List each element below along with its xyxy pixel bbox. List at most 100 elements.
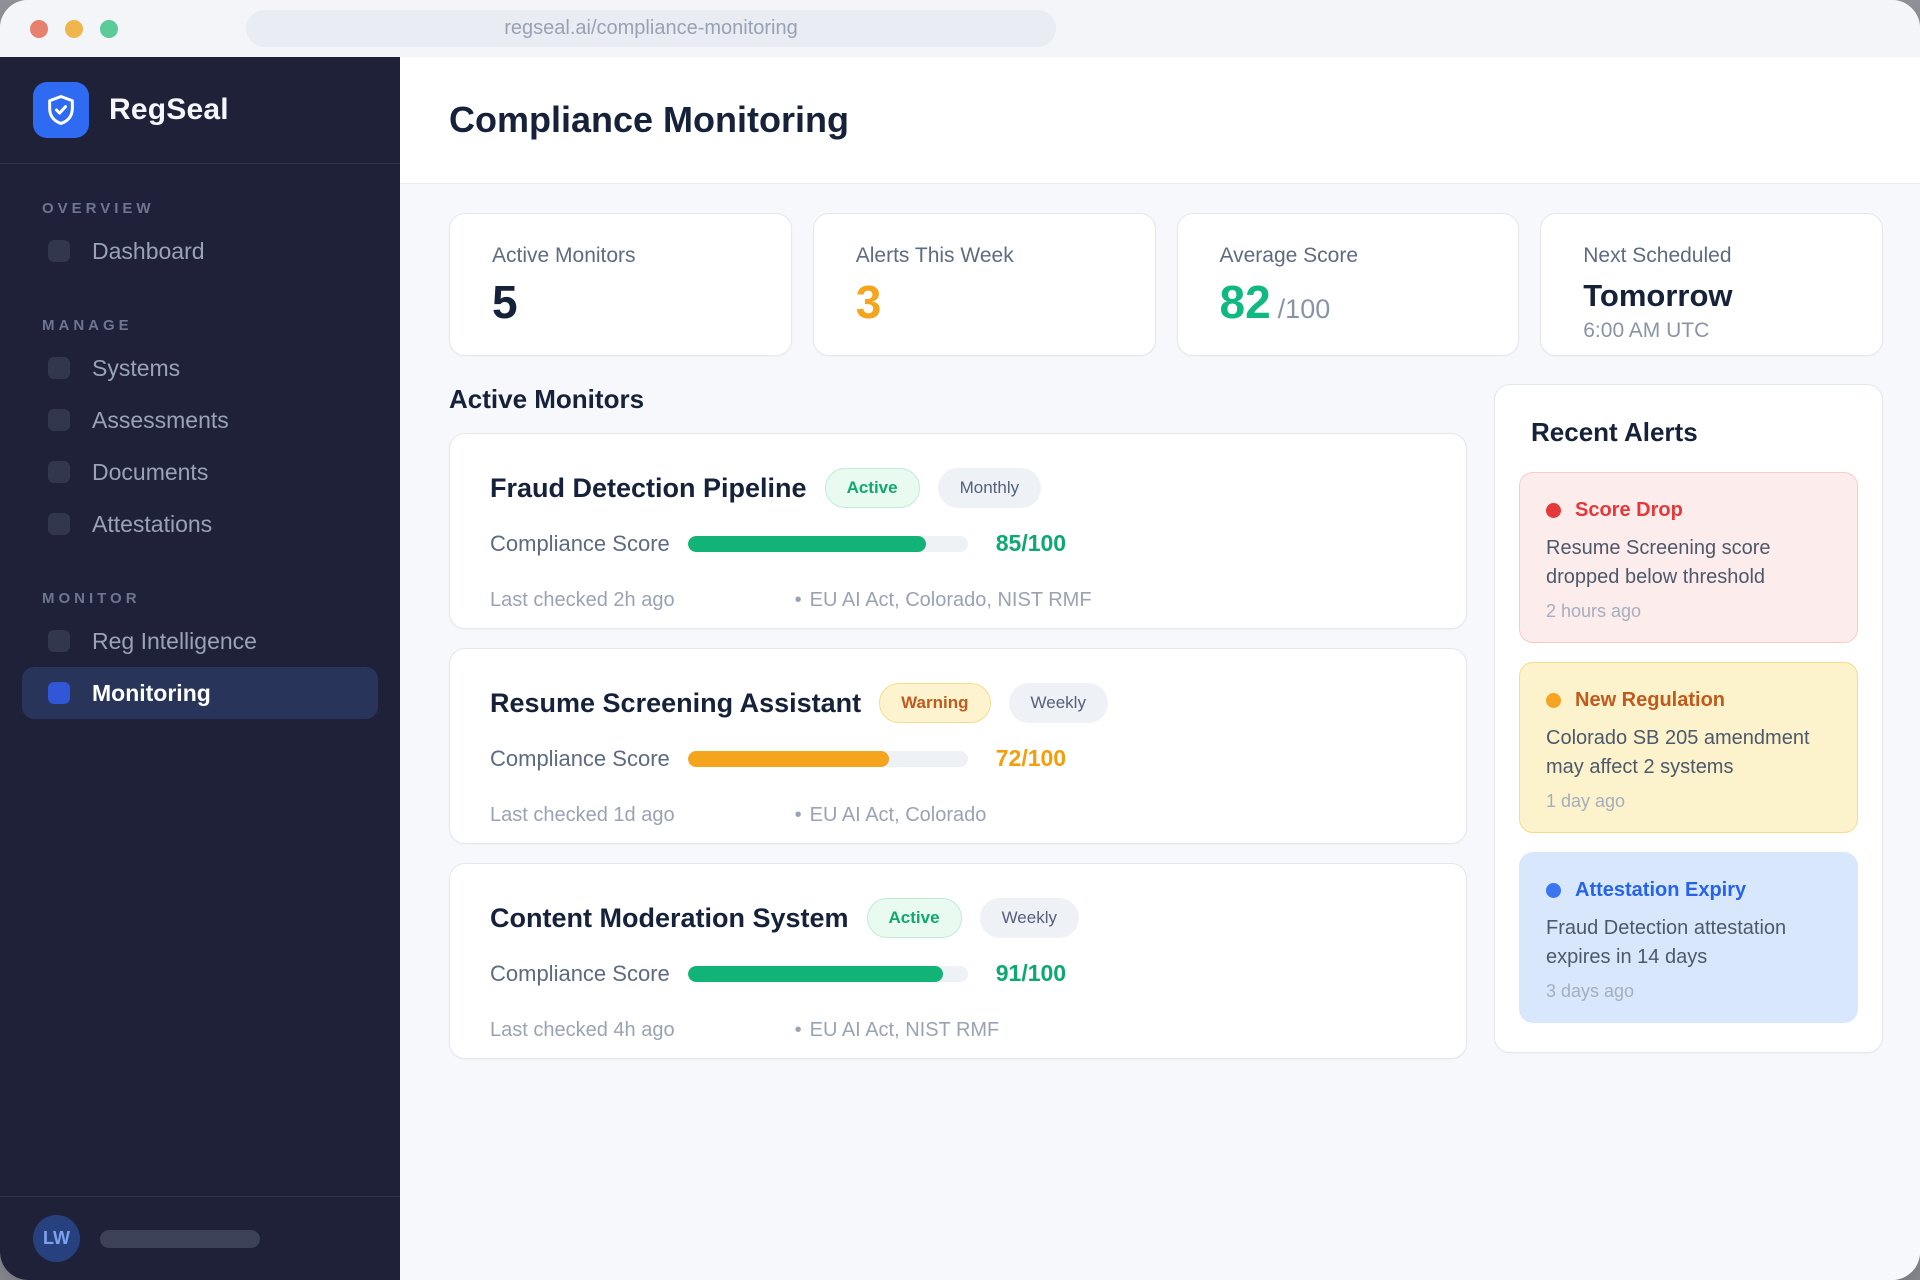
window-controls: [0, 19, 118, 38]
score-value: 72/100: [995, 745, 1067, 771]
user-name-placeholder: [100, 1229, 260, 1248]
stat-card-alerts-this-week: Alerts This Week 3: [812, 213, 1156, 356]
info-dot-icon: [1546, 883, 1561, 898]
status-badge: Active: [824, 468, 920, 508]
documents-icon: [48, 461, 70, 483]
stats-row: Active Monitors 5 Alerts This Week 3 Ave…: [449, 213, 1883, 356]
monitor-card-content-moderation[interactable]: Content Moderation System Active Weekly …: [449, 863, 1467, 1059]
brand: RegSeal: [0, 57, 400, 164]
stat-label: Active Monitors: [492, 244, 636, 267]
attestations-icon: [48, 513, 70, 535]
sidebar-item-documents[interactable]: Documents: [22, 446, 378, 498]
last-checked: Last checked 1d ago: [490, 804, 675, 826]
bullet-separator: •: [794, 589, 802, 611]
progress-fill: [687, 750, 890, 767]
nav-section-manage: MANAGE Systems Assessments Documents: [22, 317, 378, 550]
sidebar-item-label: Assessments: [92, 406, 229, 433]
sidebar-item-systems[interactable]: Systems: [22, 342, 378, 394]
dashboard-icon: [48, 240, 70, 262]
nav-section-label: OVERVIEW: [42, 200, 155, 217]
stat-label: Alerts This Week: [855, 244, 1014, 267]
recent-alerts-heading: Recent Alerts: [1531, 417, 1698, 447]
sidebar-item-assessments[interactable]: Assessments: [22, 394, 378, 446]
stat-value: 3: [855, 276, 882, 328]
sidebar-item-attestations[interactable]: Attestations: [22, 498, 378, 550]
alert-timestamp: 1 day ago: [1546, 791, 1626, 811]
nav-section-label: MONITOR: [42, 590, 141, 607]
progress-fill: [687, 965, 943, 982]
stat-value: 82: [1219, 276, 1271, 328]
monitor-card-resume-screening[interactable]: Resume Screening Assistant Warning Weekl…: [449, 648, 1467, 844]
alert-title: Score Drop: [1575, 499, 1683, 521]
maximize-window-button[interactable]: [100, 19, 118, 38]
sidebar-item-label: Attestations: [92, 510, 213, 537]
alert-card-score-drop[interactable]: Score Drop Resume Screening score droppe…: [1519, 472, 1858, 643]
sidebar-nav: OVERVIEW Dashboard MANAGE Systems Assess…: [0, 164, 400, 1196]
user-avatar[interactable]: LW: [33, 1215, 80, 1262]
frequency-badge: Weekly: [1008, 683, 1108, 723]
critical-dot-icon: [1546, 503, 1561, 518]
recent-alerts-panel: Recent Alerts Score Drop Resume Screenin…: [1494, 384, 1883, 1053]
stat-detail: 6:00 AM UTC: [1583, 319, 1710, 342]
alert-timestamp: 2 hours ago: [1546, 601, 1642, 621]
bullet-separator: •: [794, 804, 802, 826]
monitor-name: Resume Screening Assistant: [490, 687, 862, 718]
alert-body: Fraud Detection attestation expires in 1…: [1546, 917, 1787, 968]
frameworks: • EU AI Act, Colorado, NIST RMF: [795, 589, 1092, 612]
alert-body: Colorado SB 205 amendment may affect 2 s…: [1546, 727, 1810, 778]
frameworks-list: EU AI Act, NIST RMF: [809, 1019, 1000, 1041]
close-window-button[interactable]: [30, 19, 48, 38]
stat-card-average-score: Average Score 82 /100: [1176, 213, 1520, 356]
frameworks-list: EU AI Act, Colorado, NIST RMF: [809, 589, 1092, 611]
sidebar-item-label: Reg Intelligence: [92, 627, 257, 654]
content-area: Active Monitors 5 Alerts This Week 3 Ave…: [400, 184, 1920, 1078]
sidebar-item-monitoring[interactable]: Monitoring: [22, 667, 378, 719]
alert-title: Attestation Expiry: [1575, 879, 1747, 901]
compliance-progress-bar: [687, 750, 968, 767]
sidebar-item-reg-intelligence[interactable]: Reg Intelligence: [22, 615, 378, 667]
stat-value: Tomorrow: [1583, 278, 1733, 313]
score-label: Compliance Score: [490, 530, 670, 556]
alert-card-new-regulation[interactable]: New Regulation Colorado SB 205 amendment…: [1519, 662, 1858, 833]
monitor-card-fraud-detection[interactable]: Fraud Detection Pipeline Active Monthly …: [449, 433, 1467, 629]
score-value: 85/100: [995, 530, 1067, 556]
stat-label: Next Scheduled: [1583, 244, 1732, 267]
alert-body: Resume Screening score dropped below thr…: [1546, 537, 1771, 588]
page-header: Compliance Monitoring: [400, 57, 1920, 184]
frequency-badge: Weekly: [979, 898, 1079, 938]
frequency-badge: Monthly: [937, 468, 1042, 508]
monitoring-icon: [48, 682, 70, 704]
nav-section-label: MANAGE: [42, 317, 133, 334]
nav-section-monitor: MONITOR Reg Intelligence Monitoring: [22, 590, 378, 719]
status-badge: Active: [866, 898, 962, 938]
alert-timestamp: 3 days ago: [1546, 981, 1635, 1001]
sidebar-item-label: Systems: [92, 354, 181, 381]
sidebar-item-dashboard[interactable]: Dashboard: [22, 225, 378, 277]
stat-card-active-monitors: Active Monitors 5: [449, 213, 792, 356]
frameworks: • EU AI Act, Colorado: [795, 804, 987, 827]
status-badge: Warning: [879, 683, 991, 723]
minimize-window-button[interactable]: [65, 19, 83, 38]
nav-section-overview: OVERVIEW Dashboard: [22, 200, 378, 277]
systems-icon: [48, 357, 70, 379]
stat-card-next-scheduled: Next Scheduled Tomorrow 6:00 AM UTC: [1540, 213, 1883, 356]
page-title: Compliance Monitoring: [449, 99, 849, 140]
alert-card-attestation-expiry[interactable]: Attestation Expiry Fraud Detection attes…: [1519, 852, 1858, 1023]
address-bar-input[interactable]: [246, 10, 1056, 47]
active-monitors-heading: Active Monitors: [449, 384, 645, 414]
monitor-name: Fraud Detection Pipeline: [490, 472, 807, 503]
stat-value-suffix: /100: [1277, 294, 1331, 324]
monitor-name: Content Moderation System: [490, 902, 849, 933]
last-checked: Last checked 2h ago: [490, 589, 675, 611]
last-checked: Last checked 4h ago: [490, 1019, 675, 1041]
score-value: 91/100: [995, 960, 1067, 986]
frameworks: • EU AI Act, NIST RMF: [795, 1019, 1000, 1042]
compliance-progress-bar: [687, 535, 968, 552]
score-label: Compliance Score: [490, 745, 670, 771]
alert-title: New Regulation: [1575, 689, 1726, 711]
sidebar-item-label: Monitoring: [92, 679, 211, 706]
bullet-separator: •: [794, 1019, 802, 1041]
browser-titlebar: [0, 0, 1920, 57]
frameworks-list: EU AI Act, Colorado: [809, 804, 987, 826]
